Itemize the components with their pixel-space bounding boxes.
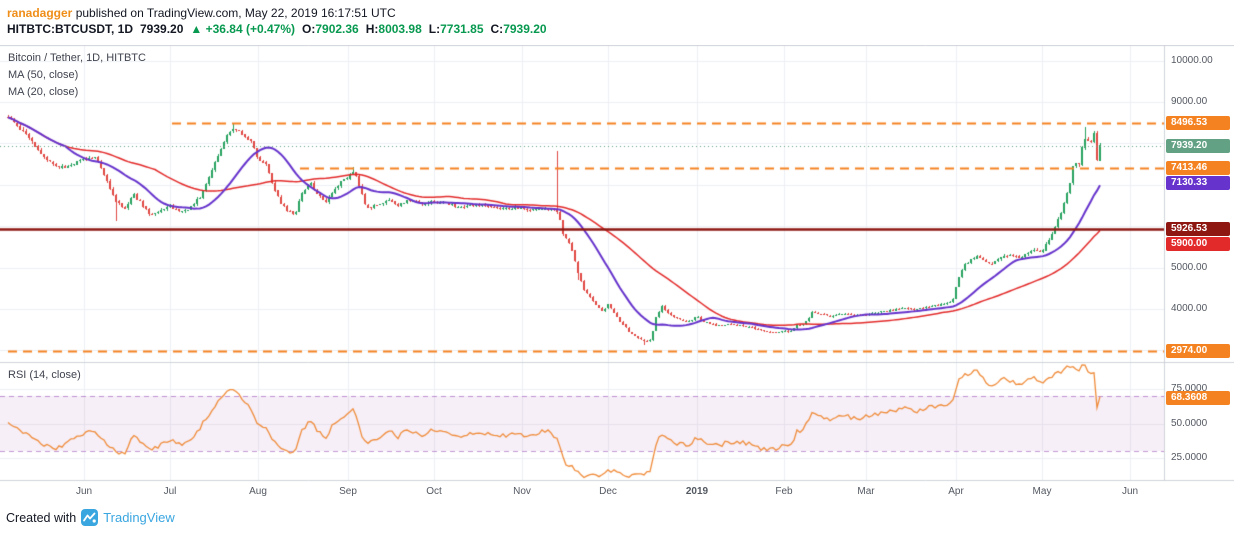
price-label-pill: 2974.00 — [1166, 344, 1230, 359]
x-axis-month-label: Feb — [775, 486, 793, 497]
price-label-pill: 5926.53 — [1166, 222, 1230, 237]
x-axis-month-label: Nov — [513, 486, 531, 497]
ohlc-item: O:7902.36 — [302, 22, 359, 36]
price-label-pill: 7130.33 — [1166, 175, 1230, 190]
last-price-text: 7939.20 — [140, 22, 184, 36]
chart-header: ranadagger published on TradingView.com,… — [0, 0, 1234, 45]
x-axis-month-label: Sep — [339, 486, 357, 497]
legend-ma50[interactable]: MA (50, close) — [8, 69, 79, 81]
price-axis-tick: 5000.00 — [1171, 261, 1208, 273]
x-axis-month-label: Jun — [75, 486, 93, 497]
price-label-pill: 5900.00 — [1166, 237, 1230, 252]
price-label-pill: 8496.53 — [1166, 115, 1230, 130]
tradingview-brand-link[interactable]: TradingView — [103, 510, 175, 525]
price-change-text: ▲ +36.84 (+0.47%) — [190, 22, 295, 36]
rsi-value-pill: 68.3608 — [1166, 391, 1230, 406]
rsi-pane-legend: RSI (14, close) — [8, 367, 81, 384]
x-axis-month-label: Aug — [249, 486, 267, 497]
ohlc-item: C:7939.20 — [490, 22, 547, 36]
rsi-axis-tick: 50.0000 — [1171, 417, 1208, 429]
tradingview-logo-icon[interactable] — [81, 509, 99, 526]
author-link[interactable]: ranadagger — [7, 6, 73, 20]
price-label-pill: 7939.20 — [1166, 138, 1230, 153]
x-axis-month-label: Apr — [948, 486, 964, 497]
price-axis-tick: 4000.00 — [1171, 303, 1208, 314]
symbol-line: HITBTC:BTCUSDT, 1D 7939.20 ▲ +36.84 (+0.… — [7, 21, 1234, 38]
x-axis-month-label: May — [1032, 486, 1052, 497]
price-label-pill: 7413.46 — [1166, 160, 1230, 175]
publish-line: ranadagger published on TradingView.com,… — [7, 5, 1234, 21]
chart-area: Bitcoin / Tether, 1D, HITBTC MA (50, clo… — [0, 45, 1234, 505]
x-axis-month-label: Mar — [857, 486, 875, 497]
rsi-axis-tick: 25.0000 — [1171, 452, 1208, 463]
publish-info: published on TradingView.com, May 22, 20… — [72, 6, 396, 20]
legend-rsi[interactable]: RSI (14, close) — [8, 369, 81, 381]
rsi-axis-tick: 75.0000 — [1171, 383, 1208, 394]
price-chart-canvas[interactable] — [0, 45, 1234, 505]
ohlc-item: L:7731.85 — [428, 22, 484, 36]
x-axis-month-label: Jul — [163, 486, 177, 497]
x-axis-month-label: Jun — [1121, 486, 1139, 497]
x-axis-month-label: 2019 — [685, 486, 709, 497]
footer: Created with TradingView — [6, 509, 175, 526]
legend-ma20[interactable]: MA (20, close) — [8, 86, 79, 98]
symbol-title[interactable]: HITBTC:BTCUSDT, 1D — [7, 22, 133, 36]
main-pane-legend: Bitcoin / Tether, 1D, HITBTC MA (50, clo… — [8, 50, 146, 101]
price-axis-tick: 9000.00 — [1171, 96, 1208, 107]
legend-symbol[interactable]: Bitcoin / Tether, 1D, HITBTC — [8, 52, 146, 64]
x-axis-month-label: Dec — [599, 486, 617, 497]
ohlc-item: H:8003.98 — [365, 22, 422, 36]
x-axis-month-label: Oct — [426, 486, 442, 497]
price-axis-tick: 10000.00 — [1171, 54, 1213, 66]
created-with-text: Created with — [6, 510, 77, 525]
ohlc-values: O:7902.36 H:8003.98 L:7731.85 C:7939.20 — [302, 21, 554, 38]
